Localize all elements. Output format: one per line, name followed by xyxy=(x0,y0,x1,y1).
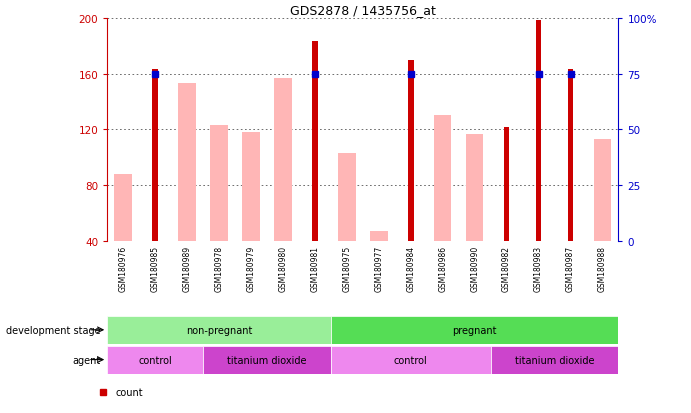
Text: GSM180979: GSM180979 xyxy=(247,245,256,291)
Bar xyxy=(594,140,612,242)
Bar xyxy=(331,316,618,344)
Bar xyxy=(152,70,158,242)
Text: GSM180988: GSM180988 xyxy=(598,245,607,291)
Bar xyxy=(331,346,491,374)
Bar xyxy=(312,42,318,242)
Text: GSM180982: GSM180982 xyxy=(502,245,511,291)
Bar xyxy=(504,127,509,242)
Bar xyxy=(567,70,574,242)
Bar xyxy=(338,154,356,242)
Text: GSM180985: GSM180985 xyxy=(151,245,160,291)
Text: agent: agent xyxy=(72,355,100,365)
Text: GSM180976: GSM180976 xyxy=(119,245,128,291)
Bar xyxy=(491,346,618,374)
Bar xyxy=(274,78,292,242)
Text: GSM180977: GSM180977 xyxy=(375,245,384,291)
Bar xyxy=(107,316,331,344)
Text: pregnant: pregnant xyxy=(453,325,497,335)
Bar xyxy=(114,175,132,242)
Text: development stage: development stage xyxy=(6,325,100,335)
Bar xyxy=(242,133,260,242)
Bar xyxy=(370,232,388,242)
Text: GSM180975: GSM180975 xyxy=(342,245,351,291)
Bar xyxy=(210,126,228,242)
Text: control: control xyxy=(138,355,172,365)
Bar xyxy=(178,84,196,242)
Text: count: count xyxy=(115,387,143,397)
Text: GSM180983: GSM180983 xyxy=(534,245,543,291)
Bar xyxy=(203,346,331,374)
Text: control: control xyxy=(394,355,428,365)
Text: GSM180981: GSM180981 xyxy=(310,245,319,291)
Bar xyxy=(466,134,484,242)
Text: titanium dioxide: titanium dioxide xyxy=(227,355,307,365)
Text: GSM180984: GSM180984 xyxy=(406,245,415,291)
Text: GSM180986: GSM180986 xyxy=(438,245,447,291)
Bar xyxy=(107,346,203,374)
Bar xyxy=(408,60,414,242)
Bar xyxy=(434,116,451,242)
Text: GSM180989: GSM180989 xyxy=(182,245,191,291)
Bar xyxy=(536,21,542,242)
Title: GDS2878 / 1435756_at: GDS2878 / 1435756_at xyxy=(290,5,436,17)
Text: non-pregnant: non-pregnant xyxy=(186,325,252,335)
Text: GSM180978: GSM180978 xyxy=(214,245,223,291)
Text: GSM180987: GSM180987 xyxy=(566,245,575,291)
Text: titanium dioxide: titanium dioxide xyxy=(515,355,594,365)
Text: GSM180980: GSM180980 xyxy=(278,245,287,291)
Text: GSM180990: GSM180990 xyxy=(470,245,479,291)
